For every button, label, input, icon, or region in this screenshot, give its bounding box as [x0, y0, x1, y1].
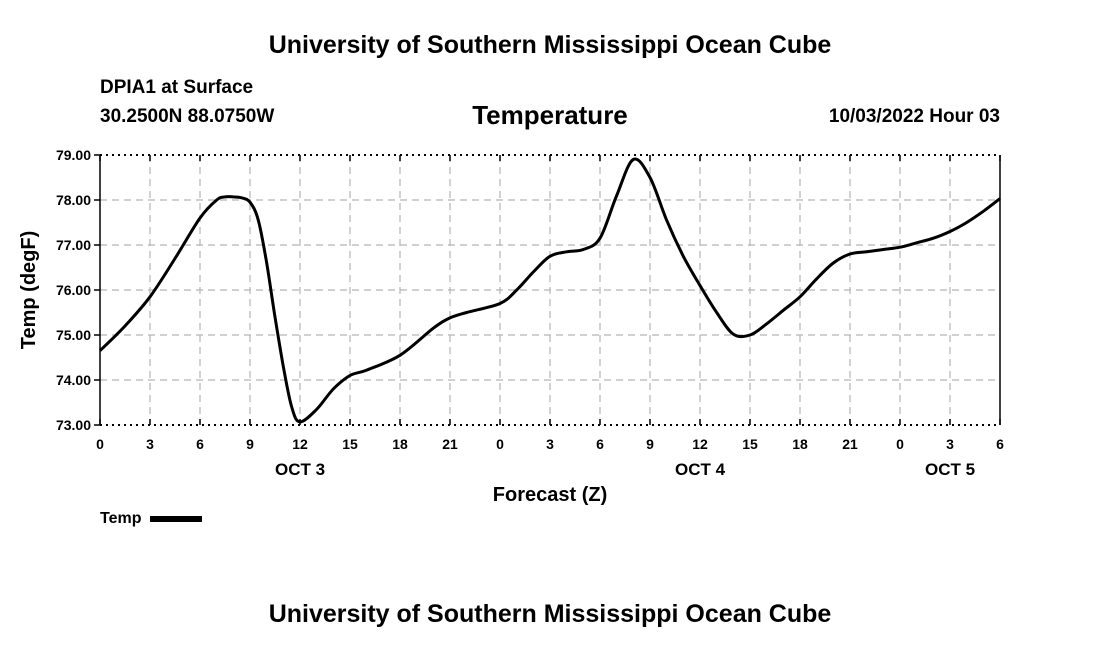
page-title-top: University of Southern Mississippi Ocean…	[268, 31, 832, 59]
x-tick-label: 6	[196, 436, 204, 452]
x-tick-label: 3	[546, 436, 554, 452]
date-label: OCT 4	[675, 460, 726, 479]
y-tick-label: 77.00	[56, 237, 91, 253]
x-tick-label: 0	[496, 436, 504, 452]
legend: Temp	[100, 510, 203, 528]
y-tick-label: 79.00	[56, 147, 91, 163]
date-label: OCT 5	[925, 460, 975, 479]
chart-title: Temperature	[472, 100, 628, 130]
series-layer	[98, 157, 1001, 424]
grid-lines	[100, 155, 1000, 425]
y-tick-label: 75.00	[56, 327, 91, 343]
x-tick-label: 6	[996, 436, 1004, 452]
x-tick-label: 3	[146, 436, 154, 452]
x-tick-label: 0	[896, 436, 904, 452]
tick-labels: 0 3 6 9 12 15 18 21 0 3 6 9 12 15 18 21 0 3 6 73.00 74.00 75.…	[56, 147, 1004, 479]
x-tick-label: 15	[742, 436, 758, 452]
y-tick-label: 76.00	[56, 282, 91, 298]
x-tick-label: 21	[442, 436, 458, 452]
coordinates-label: 30.2500N 88.0750W	[100, 106, 275, 127]
x-tick-label: 0	[96, 436, 104, 452]
x-tick-label: 18	[792, 436, 808, 452]
page-title-bottom: University of Southern Mississippi Ocean…	[268, 600, 832, 628]
y-axis-label: Temp (degF)	[18, 231, 40, 350]
x-tick-label: 12	[292, 436, 308, 452]
x-tick-label: 21	[842, 436, 858, 452]
x-tick-label: 3	[946, 436, 954, 452]
y-tick-label: 74.00	[56, 372, 91, 388]
x-tick-label: 6	[596, 436, 604, 452]
y-tick-label: 73.00	[56, 417, 91, 433]
x-tick-label: 9	[246, 436, 254, 452]
date-label: OCT 3	[275, 460, 325, 479]
x-tick-label: 18	[392, 436, 408, 452]
y-tick-label: 78.00	[56, 192, 91, 208]
x-tick-label: 12	[692, 436, 708, 452]
x-axis-label: Forecast (Z)	[493, 484, 607, 506]
axes	[94, 154, 1001, 426]
station-label: DPIA1 at Surface	[100, 77, 254, 98]
legend-line-swatch	[150, 516, 203, 522]
series-line-temp	[98, 157, 1001, 424]
x-tick-label: 9	[646, 436, 654, 452]
legend-label: Temp	[100, 510, 142, 527]
datetime-label: 10/03/2022 Hour 03	[828, 106, 1000, 127]
x-tick-label: 15	[342, 436, 358, 452]
